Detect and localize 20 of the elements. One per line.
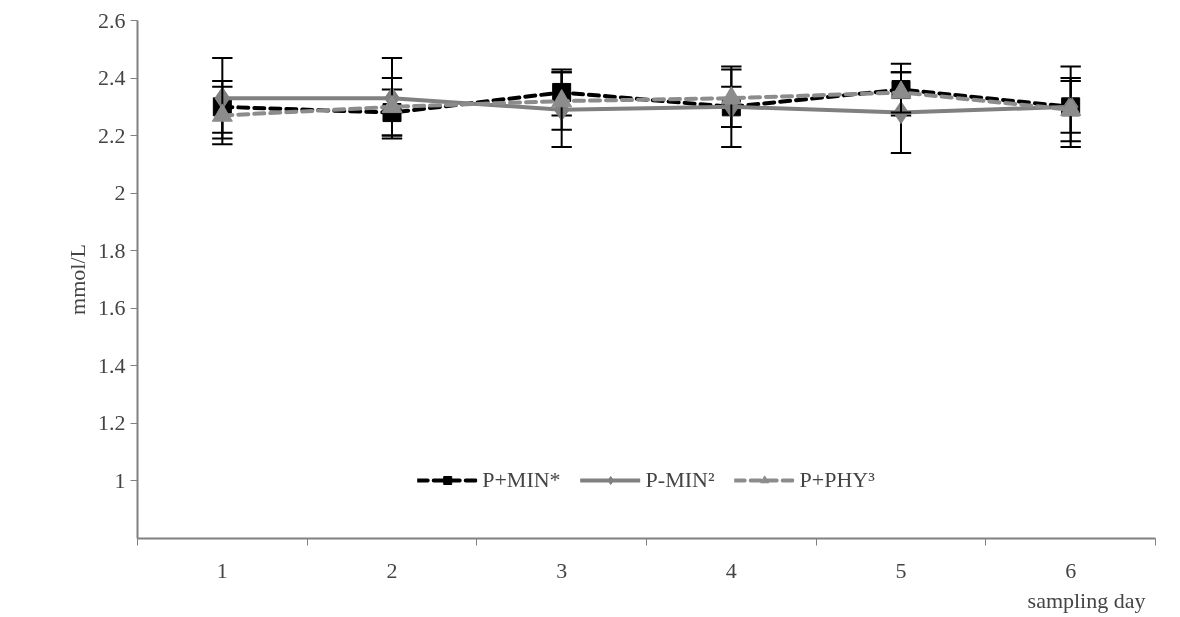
- legend-label: P+MIN*: [482, 467, 561, 493]
- x-tick-label: 5: [895, 557, 907, 583]
- x-tick-label: 1: [216, 557, 228, 583]
- y-tick-label: 1.6: [98, 295, 126, 321]
- y-tick-label: 1.4: [98, 352, 126, 378]
- y-tick-label: 1.2: [98, 410, 126, 436]
- x-tick-label: 4: [725, 557, 737, 583]
- x-tick-label: 6: [1065, 557, 1077, 583]
- y-tick-label: 2.2: [98, 122, 126, 148]
- y-tick-label: 2: [114, 180, 126, 206]
- x-tick-label: 3: [556, 557, 568, 583]
- x-axis-title: sampling day: [1027, 587, 1146, 613]
- y-axis-title: mmol/L: [65, 244, 90, 315]
- legend-label: P-MIN²: [645, 467, 715, 493]
- y-tick-label: 2.6: [98, 7, 126, 33]
- legend-label: P+PHY³: [799, 467, 875, 493]
- x-tick-label: 2: [386, 557, 398, 583]
- y-tick-label: 2.4: [98, 65, 126, 91]
- y-tick-label: 1: [114, 467, 126, 493]
- y-tick-label: 1.8: [98, 237, 126, 263]
